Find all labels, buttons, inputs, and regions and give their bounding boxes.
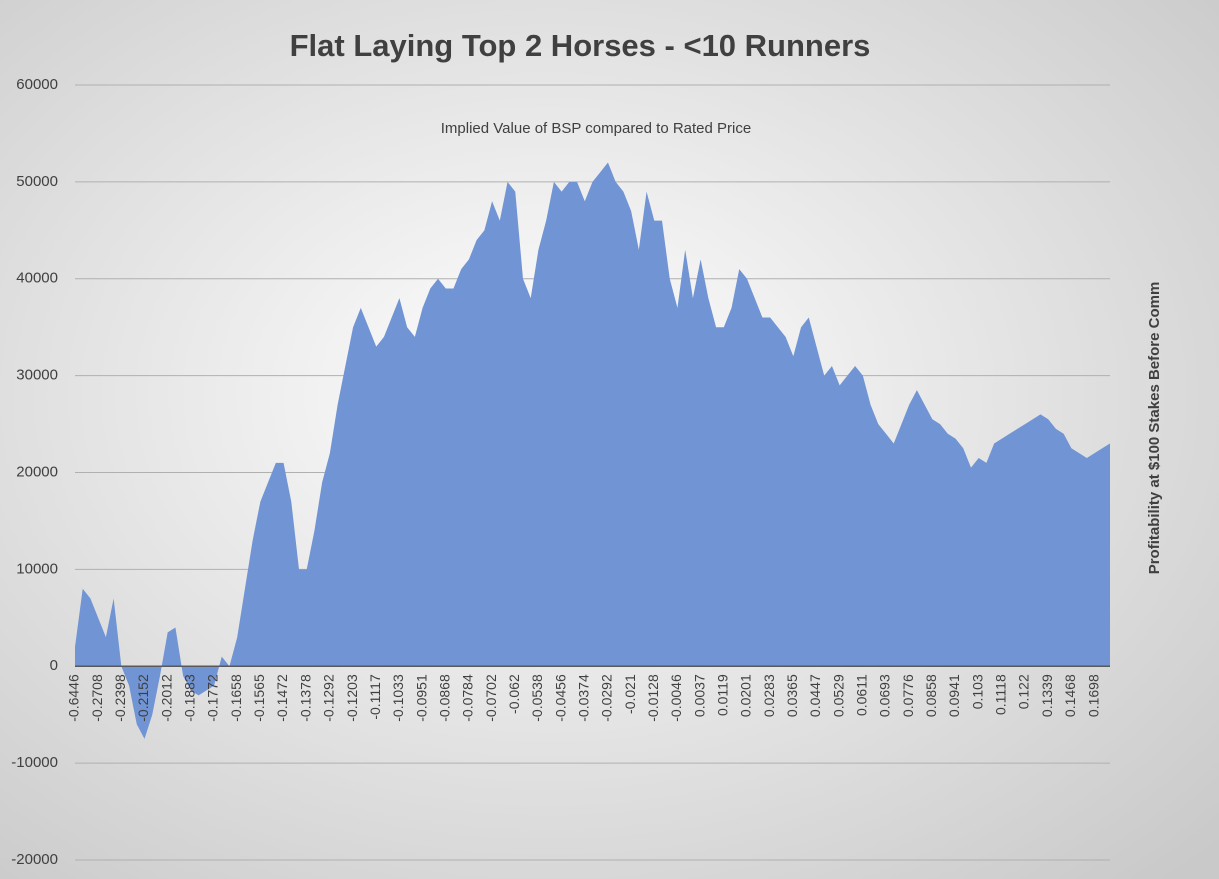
x-tick-label: -0.0951 — [413, 674, 429, 722]
x-tick-label: -0.2398 — [112, 674, 128, 722]
x-tick-label: -0.0128 — [645, 674, 661, 722]
x-tick-label: 0.1118 — [993, 674, 1009, 715]
x-tick-label: -0.0784 — [460, 674, 476, 722]
x-tick-label: -0.1772 — [205, 674, 221, 722]
y-axis-title: Profitability at $100 Stakes Before Comm — [1146, 282, 1163, 575]
y-tick-label: 0 — [50, 657, 58, 674]
x-tick-label: -0.1033 — [390, 674, 406, 722]
x-tick-label: -0.0702 — [483, 674, 499, 722]
x-tick-label: 0.0201 — [738, 674, 754, 717]
chart-title: Flat Laying Top 2 Horses - <10 Runners — [290, 28, 871, 63]
x-tick-label: -0.1565 — [251, 674, 267, 722]
y-tick-label: 40000 — [16, 270, 58, 287]
x-tick-label: -0.0538 — [529, 674, 545, 722]
x-tick-label: 0.0365 — [784, 674, 800, 717]
x-tick-label: -0.1203 — [344, 674, 360, 722]
x-tick-label: -0.2708 — [89, 674, 105, 722]
x-tick-label: -0.1883 — [182, 674, 198, 722]
y-tick-label: 30000 — [16, 367, 58, 384]
x-tick-label: -0.0456 — [552, 674, 568, 722]
y-tick-label: -10000 — [11, 754, 58, 771]
x-tick-label: -0.021 — [622, 674, 638, 714]
x-tick-label: 0.0611 — [854, 674, 870, 716]
x-tick-label: -0.0292 — [599, 674, 615, 722]
x-tick-label: 0.0119 — [715, 674, 731, 716]
x-tick-label: -0.1658 — [228, 674, 244, 722]
x-tick-label: 0.0941 — [946, 674, 962, 717]
x-tick-label: 0.1468 — [1062, 674, 1078, 717]
x-tick-label: 0.0037 — [691, 674, 707, 717]
x-tick-label: 0.122 — [1016, 674, 1032, 709]
x-tick-label: -0.1472 — [274, 674, 290, 722]
x-tick-label: -0.1292 — [321, 674, 337, 722]
x-tick-label: 0.0693 — [877, 674, 893, 717]
y-tick-label: 50000 — [16, 173, 58, 190]
x-tick-label: -0.0868 — [436, 674, 452, 722]
x-tick-label: 0.1339 — [1039, 674, 1055, 717]
chart-subtitle: Implied Value of BSP compared to Rated P… — [441, 120, 751, 137]
x-tick-label: -0.0374 — [575, 674, 591, 722]
x-tick-label: 0.0529 — [830, 674, 846, 717]
x-tick-label: -0.1378 — [297, 674, 313, 722]
y-tick-label: 20000 — [16, 463, 58, 480]
x-tick-label: -0.6446 — [66, 674, 82, 722]
x-tick-label: 0.0283 — [761, 674, 777, 717]
area — [75, 162, 1110, 739]
x-tick-label: 0.1698 — [1085, 674, 1101, 717]
x-tick-label: -0.1117 — [367, 674, 383, 720]
x-tick-label: 0.0447 — [807, 674, 823, 717]
x-tick-label: 0.0858 — [923, 674, 939, 717]
y-tick-label: 10000 — [16, 560, 58, 577]
x-tick-label: 0.0776 — [900, 674, 916, 717]
y-tick-label: -20000 — [11, 851, 58, 868]
x-tick-label: -0.0046 — [668, 674, 684, 722]
x-tick-label: 0.103 — [969, 674, 985, 709]
y-tick-label: 60000 — [16, 76, 58, 93]
x-tick-label: -0.2152 — [135, 674, 151, 722]
x-tick-label: -0.062 — [506, 674, 522, 714]
x-tick-label: -0.2012 — [158, 674, 174, 722]
